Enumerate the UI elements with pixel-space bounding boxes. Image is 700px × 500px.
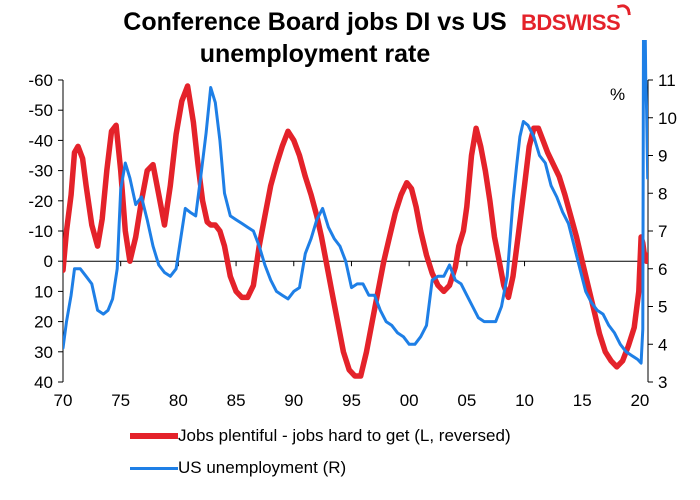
- left-tick-label: 10: [34, 282, 53, 301]
- right-tick-label: 8: [658, 184, 667, 203]
- legend-label-unemployment: US unemployment (R): [178, 458, 347, 477]
- x-tick-label: 05: [457, 391, 476, 410]
- x-tick-label: 75: [111, 391, 130, 410]
- tick-labels: -60 -50 -40 -30 -20 -10 0 10 20 30 40 3 4 5 6 7 8 9 10 11% 7…: [28, 71, 677, 410]
- chart-title: Conference Board jobs DI vs US unemploym…: [123, 8, 507, 68]
- right-axis-unit: %: [610, 85, 625, 104]
- x-tick-label: 15: [573, 391, 592, 410]
- left-tick-label: -50: [28, 101, 53, 120]
- left-tick-label: -60: [28, 71, 53, 90]
- legend-item-jobs-di: Jobs plentiful - jobs hard to get (L, re…: [130, 426, 511, 446]
- left-tick-label: -30: [28, 162, 53, 181]
- series-line-jobs-di: [63, 83, 648, 379]
- legend-label-jobs-di: Jobs plentiful - jobs hard to get (L, re…: [178, 426, 511, 445]
- right-tick-label: 5: [658, 298, 667, 317]
- right-tick-label: 3: [658, 373, 667, 392]
- left-tick-label: -40: [28, 131, 53, 150]
- x-tick-label: 80: [169, 391, 188, 410]
- series-layer: [63, 40, 648, 379]
- legend-swatch-blue: [130, 466, 178, 470]
- legend-item-unemployment: US unemployment (R): [130, 458, 346, 478]
- x-tick-label: 70: [54, 391, 73, 410]
- right-tick-label: 4: [658, 335, 667, 354]
- left-tick-label: 30: [34, 343, 53, 362]
- left-tick-label: -20: [28, 192, 53, 211]
- left-tick-label: 40: [34, 373, 53, 392]
- x-tick-label: 95: [342, 391, 361, 410]
- x-tick-label: 10: [515, 391, 534, 410]
- legend-swatch-red: [130, 433, 178, 439]
- right-tick-label: 6: [658, 260, 667, 279]
- right-tick-label: 11: [658, 71, 676, 90]
- right-tick-label: 10: [658, 109, 677, 128]
- x-tick-label: 00: [400, 391, 419, 410]
- series-line-unemployment: [63, 40, 648, 365]
- left-tick-label: 20: [34, 313, 53, 332]
- chart-axes: [58, 79, 653, 383]
- right-tick-label: 7: [658, 222, 667, 241]
- left-tick-label: 0: [44, 252, 53, 271]
- x-tick-label: 85: [227, 391, 246, 410]
- x-tick-label: 90: [284, 391, 303, 410]
- right-tick-label: 9: [658, 147, 667, 166]
- x-tick-label: 20: [630, 391, 649, 410]
- left-tick-label: -10: [28, 222, 53, 241]
- logo-wordmark: BDSWISS: [521, 10, 621, 35]
- brand-logo: BDSWISS: [521, 3, 632, 36]
